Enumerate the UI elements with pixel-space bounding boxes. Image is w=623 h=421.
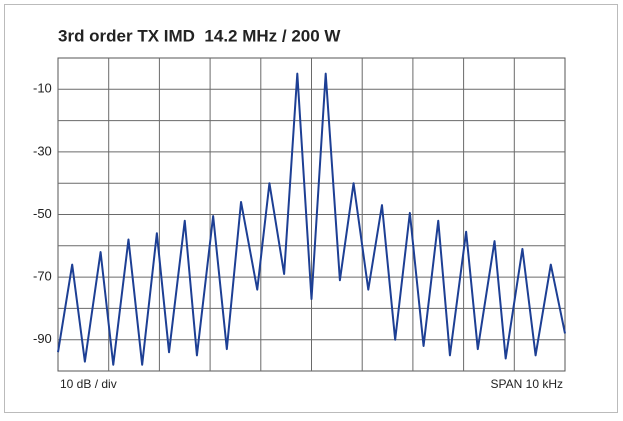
y-tick-label: -10 bbox=[33, 81, 52, 96]
chart-title: 3rd order TX IMD 14.2 MHz / 200 W bbox=[58, 26, 341, 45]
y-tick-label: -70 bbox=[33, 269, 52, 284]
annotation: SPAN 10 kHz bbox=[491, 377, 563, 391]
y-tick-label: -90 bbox=[33, 331, 52, 346]
y-tick-label: -30 bbox=[33, 143, 52, 158]
spectrum-trace bbox=[57, 72, 566, 366]
annotation: 10 dB / div bbox=[60, 377, 117, 391]
y-tick-label: -50 bbox=[33, 206, 52, 221]
